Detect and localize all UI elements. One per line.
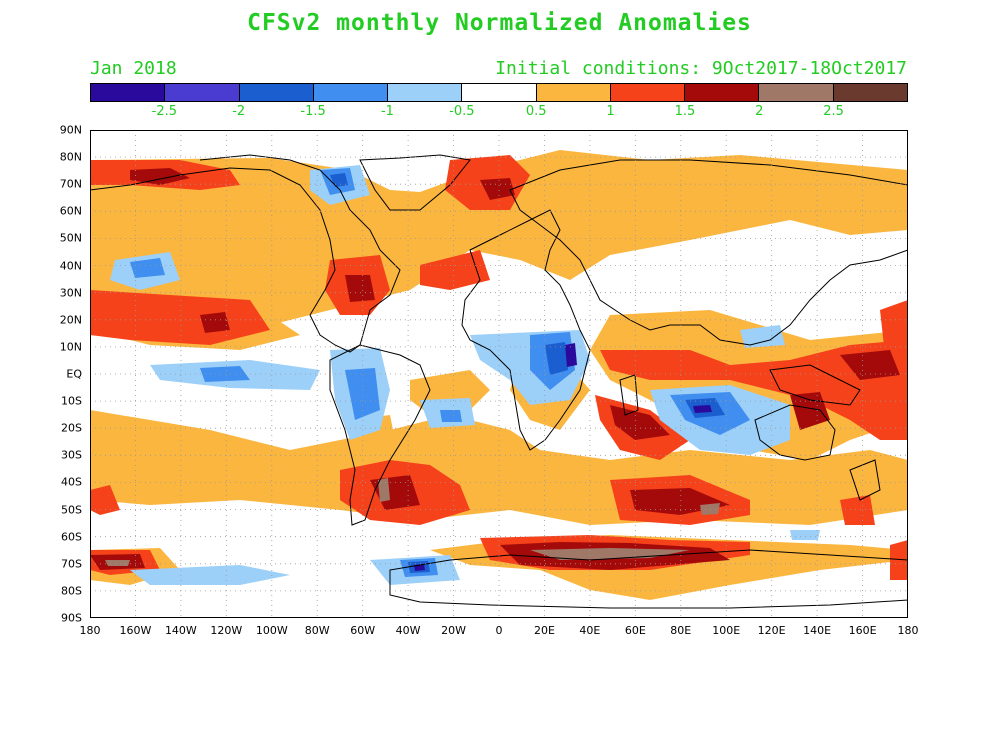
colorbar-tick-label: 1 [606, 104, 615, 119]
longitude-label: 20W [441, 624, 466, 637]
colorbar-segment [313, 84, 389, 101]
anomaly-negative-strong [330, 173, 725, 573]
colorbar-segment [759, 84, 834, 101]
longitude-label: 160E [848, 624, 877, 637]
latitude-label: 40N [59, 259, 82, 273]
longitude-label: 100W [255, 624, 288, 637]
latitude-label: 80S [61, 584, 82, 598]
longitude-label: 160W [119, 624, 152, 637]
colorbar-segment [165, 84, 240, 101]
latitude-label: 50N [59, 231, 82, 245]
colorbar-tick-label: -1 [380, 104, 394, 119]
longitude-label: 100E [712, 624, 741, 637]
map-title: CFSv2 monthly Normalized Anomalies [247, 10, 752, 36]
colorbar-segment [388, 84, 463, 101]
colorbar-segment [462, 84, 537, 101]
longitude-label: 0 [495, 624, 503, 637]
colorbar-tick-label: -2 [232, 104, 246, 119]
colorbar-segment [91, 84, 166, 101]
longitude-label: 180 [897, 624, 919, 637]
colorbar-segment [833, 84, 907, 101]
colorbar-segment [685, 84, 760, 101]
colorbar-segment [239, 84, 314, 101]
latitude-label: 40S [61, 475, 82, 489]
anomaly-map [89, 130, 909, 618]
latitude-label: 70S [61, 557, 82, 571]
longitude-label: 80E [670, 624, 692, 637]
longitude-label: 140W [164, 624, 197, 637]
colorbar-tick-label: 0.5 [525, 104, 547, 119]
colorbar [90, 83, 908, 102]
map-frame [90, 130, 908, 618]
colorbar-segment [610, 84, 686, 101]
anomaly-positive-very-strong [105, 478, 720, 566]
colorbar-segment [536, 84, 611, 101]
longitude-label: 80W [304, 624, 330, 637]
latitude-label: 90N [59, 123, 82, 137]
longitude-label: 60E [624, 624, 646, 637]
colorbar-tick-label: 2 [755, 104, 764, 119]
anomaly-map-svg [89, 130, 909, 618]
colorbar-tick-label: 2.5 [823, 104, 844, 119]
latitude-label: EQ [66, 367, 82, 381]
latitude-label: 10N [59, 340, 82, 354]
longitude-label: 40W [395, 624, 421, 637]
longitude-label: 180 [79, 624, 101, 637]
latitude-label: 20N [59, 313, 82, 327]
longitude-label: 120W [210, 624, 243, 637]
colorbar-tick-label: 1.5 [674, 104, 696, 119]
latitude-label: 90S [61, 611, 82, 625]
colorbar-tick-label: -2.5 [151, 104, 178, 119]
latitude-label: 20S [61, 421, 82, 435]
initial-conditions-label: Initial conditions: 9Oct2017-18Oct2017 [495, 58, 907, 79]
latitude-label: 60S [61, 530, 82, 544]
longitude-label: 20E [533, 624, 555, 637]
latitude-label: 30N [59, 286, 82, 300]
latitude-label: 70N [59, 177, 82, 191]
latitude-label: 50S [61, 503, 82, 517]
colorbar-tick-label: -1.5 [300, 104, 326, 119]
latitude-label: 80N [59, 150, 82, 164]
latitude-label: 60N [59, 204, 82, 218]
colorbar-tick-label: -0.5 [449, 104, 475, 119]
longitude-label: 140E [803, 624, 832, 637]
latitude-label: 30S [61, 448, 82, 462]
longitude-label: 60W [350, 624, 376, 637]
latitude-label: 10S [61, 394, 82, 408]
longitude-label: 120E [757, 624, 786, 637]
anomaly-negative-extreme [414, 343, 712, 571]
longitude-label: 40E [579, 624, 601, 637]
valid-month-label: Jan 2018 [90, 58, 177, 79]
